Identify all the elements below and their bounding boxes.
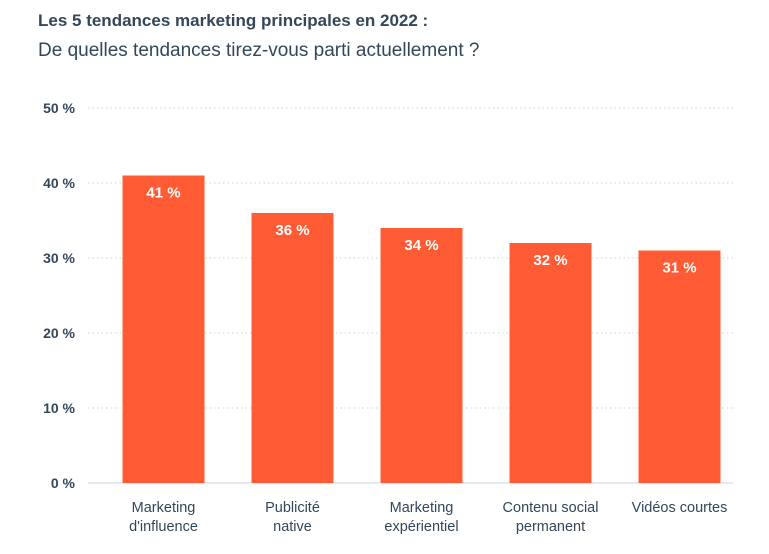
bar xyxy=(638,250,721,483)
x-tick-label-line: Marketing xyxy=(390,500,454,516)
x-tick-label-line: Vidéos courtes xyxy=(632,500,728,516)
y-tick-label: 50 % xyxy=(43,100,75,116)
y-tick-label: 0 % xyxy=(51,475,76,491)
data-label: 32 % xyxy=(533,252,567,269)
x-tick-label: Contenu social permanent xyxy=(503,500,599,535)
x-tick-label-line: Marketing xyxy=(132,500,196,516)
bar xyxy=(380,228,463,483)
x-tick-label: Publicité native xyxy=(265,500,320,535)
x-tick-label-line: permanent xyxy=(516,519,585,535)
chart-subtitle: De quelles tendances tirez-vous parti ac… xyxy=(38,40,480,61)
data-label: 41 % xyxy=(146,185,180,202)
data-label: 34 % xyxy=(404,237,438,254)
x-tick-label-line: Contenu social xyxy=(503,500,599,516)
data-label: 36 % xyxy=(275,222,309,239)
chart-title: Les 5 tendances marketing principales en… xyxy=(38,11,429,30)
y-tick-label: 20 % xyxy=(43,325,75,341)
x-tick-label: Marketing expérientiel xyxy=(384,500,458,535)
bar xyxy=(251,213,334,483)
x-tick-label: Vidéos courtes xyxy=(632,500,728,516)
x-tick-label-line: native xyxy=(273,519,312,535)
data-label: 31 % xyxy=(662,260,696,277)
x-tick-label: Marketing d'influence xyxy=(129,500,198,535)
bar xyxy=(122,175,205,483)
x-tick-label-line: expérientiel xyxy=(384,519,458,535)
bar xyxy=(509,243,592,483)
y-tick-label: 10 % xyxy=(43,400,75,416)
y-tick-label: 30 % xyxy=(43,250,75,266)
x-tick-label-line: Publicité xyxy=(265,500,320,516)
y-tick-label: 40 % xyxy=(43,175,75,191)
x-tick-label-line: d'influence xyxy=(129,519,198,535)
